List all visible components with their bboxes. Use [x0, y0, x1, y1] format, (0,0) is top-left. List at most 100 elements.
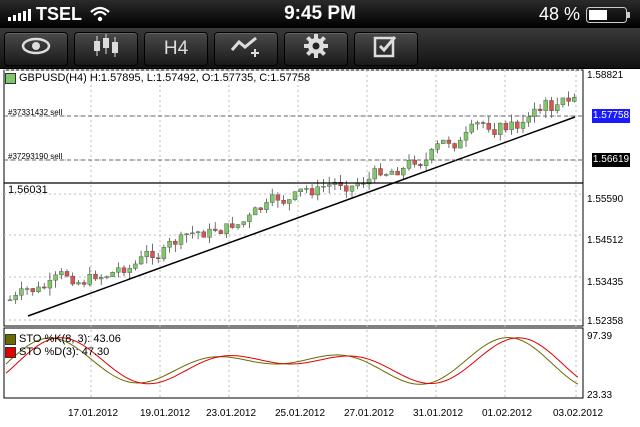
candle-body: [309, 188, 315, 196]
candle-body: [24, 288, 30, 290]
new-order-button[interactable]: [354, 32, 418, 66]
chart-type-button[interactable]: [74, 32, 138, 66]
sell-level-1-label: #37331432 sell: [8, 108, 63, 117]
candle-body: [418, 164, 423, 166]
candle-body: [104, 276, 110, 278]
add-indicator-button[interactable]: [214, 32, 278, 66]
candle-body: [498, 123, 503, 135]
candle-body: [138, 256, 144, 265]
candle-body: [327, 184, 332, 187]
price-tick: 1.52358: [587, 316, 624, 327]
candle-body: [252, 207, 258, 216]
candle-body: [218, 230, 224, 234]
chart-header: GBPUSD(H4) H:1.57895, L:1.57492, O:1.577…: [5, 72, 310, 84]
candles: [7, 91, 577, 304]
candle-body: [36, 286, 41, 292]
candle-body: [144, 251, 150, 257]
candle-body: [247, 214, 252, 222]
candle-body: [207, 228, 212, 238]
candle-body: [441, 139, 446, 144]
candle-body: [389, 170, 395, 175]
candle-body: [133, 263, 138, 269]
price-chart[interactable]: [0, 68, 640, 427]
candle-body: [384, 174, 389, 176]
horizontal-level-label: 1.56031: [8, 184, 48, 196]
candle-body: [344, 185, 349, 192]
stoch-max-label: 97.39: [587, 331, 613, 342]
candle-body: [121, 267, 127, 273]
candle-body: [549, 100, 554, 111]
candle-body: [287, 199, 292, 204]
trend-line: [27, 116, 576, 317]
candle-body: [155, 257, 161, 259]
date-tick: 17.01.2012: [68, 408, 119, 419]
candle-body: [98, 277, 104, 280]
candle-body: [264, 202, 269, 210]
candlestick-icon: [91, 34, 121, 64]
stoch-k-swatch: [5, 333, 16, 345]
candle-body: [127, 268, 132, 273]
candle-body: [173, 240, 178, 245]
candle-body: [224, 223, 229, 234]
candle-body: [423, 159, 429, 166]
candle-body: [190, 232, 195, 235]
candle-body: [230, 223, 235, 228]
candle-body: [355, 183, 360, 187]
candle-body: [406, 159, 412, 169]
candle-body: [509, 121, 514, 131]
price-tick: 1.53435: [587, 277, 624, 288]
candle-body: [281, 200, 286, 204]
candle-body: [543, 100, 548, 111]
eye-button[interactable]: [4, 32, 68, 66]
candle-body: [321, 186, 326, 188]
symbol-color-swatch: [5, 72, 16, 84]
candle-body: [395, 170, 400, 176]
candle-body: [59, 271, 64, 276]
stoch-d-swatch: [5, 346, 16, 358]
eye-icon: [21, 37, 51, 61]
candle-body: [469, 123, 474, 133]
candle-body: [401, 168, 406, 176]
toolbar: H4: [0, 28, 640, 69]
candle-body: [412, 159, 417, 165]
candle-body: [458, 139, 463, 149]
candle-body: [195, 231, 201, 234]
candle-body: [315, 186, 320, 196]
status-bar: TSEL 9:45 PM 48 %: [0, 0, 640, 28]
candle-body: [503, 123, 509, 131]
candle-body: [212, 228, 218, 231]
battery-icon: [586, 7, 632, 28]
clock: 9:45 PM: [284, 3, 356, 24]
candle-body: [429, 149, 434, 160]
stoch-d-legend: STO %D(3): 47.30: [5, 346, 109, 358]
candle-body: [480, 122, 486, 124]
candle-body: [258, 207, 263, 210]
candle-body: [47, 279, 53, 289]
stoch-d-line: [5, 337, 579, 385]
candle-body: [298, 188, 303, 192]
stoch-k-line: [5, 337, 579, 385]
candle-body: [560, 97, 566, 105]
stoch-min-label: 23.33: [587, 390, 613, 401]
settings-button[interactable]: [284, 32, 348, 66]
candle-body: [110, 272, 115, 277]
date-tick: 01.02.2012: [482, 408, 533, 419]
candle-body: [178, 234, 184, 245]
timeframe-button[interactable]: H4: [144, 32, 208, 66]
candle-body: [235, 224, 241, 228]
candle-body: [372, 168, 377, 180]
candle-body: [30, 288, 35, 292]
date-tick: 03.02.2012: [553, 408, 604, 419]
current-price-tag: 1.57758: [592, 109, 630, 123]
gear-icon: [303, 33, 329, 65]
price-tick: 1.58821: [587, 70, 624, 81]
candle-body: [446, 139, 452, 144]
candle-body: [515, 121, 520, 129]
date-tick: 23.01.2012: [206, 408, 257, 419]
candle-body: [201, 231, 207, 238]
candle-body: [304, 188, 309, 190]
wifi-icon: [90, 6, 110, 27]
candle-body: [338, 181, 343, 186]
candle-body: [349, 185, 355, 192]
carrier-name: TSEL: [36, 4, 83, 24]
